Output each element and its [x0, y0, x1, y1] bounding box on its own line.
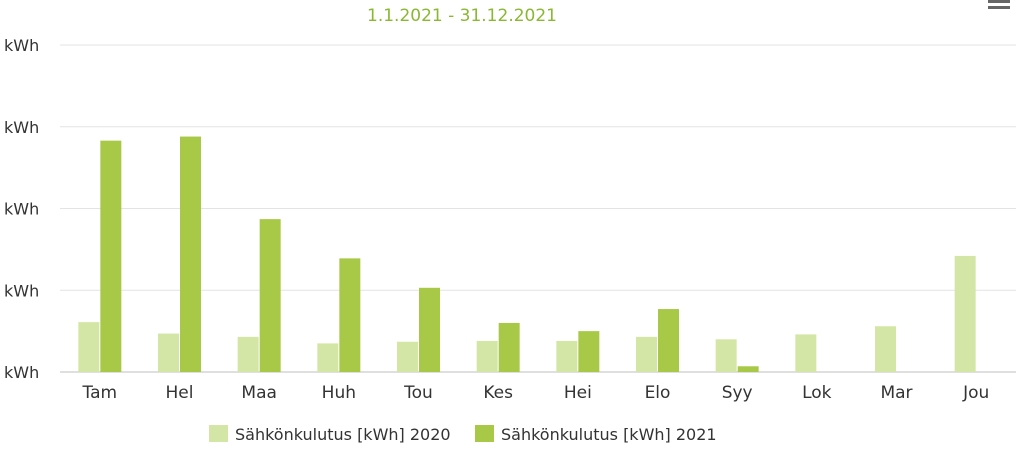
bars: [78, 136, 976, 372]
legend-swatch: [209, 425, 228, 442]
x-tick-label: Syy: [722, 383, 753, 403]
bar-tou-series-1[interactable]: [397, 341, 418, 372]
bar-syy-series-1[interactable]: [715, 339, 737, 372]
legend-item-series-1[interactable]: Sähkönkulutus [kWh] 2020: [209, 425, 451, 444]
x-tick-label: Lok: [802, 383, 832, 403]
legend-item-series-2[interactable]: Sähkönkulutus [kWh] 2021: [475, 425, 717, 444]
x-tick-label: Elo: [645, 383, 671, 403]
bar-huh-series-2[interactable]: [339, 258, 361, 372]
y-tick-label: kWh: [4, 36, 39, 55]
x-tick-label: Mar: [880, 383, 912, 403]
bar-tou-series-2[interactable]: [419, 287, 440, 372]
x-tick-label: Kes: [483, 383, 513, 403]
bar-elo-series-2[interactable]: [658, 309, 679, 372]
bar-kes-series-2[interactable]: [498, 322, 520, 372]
x-tick-label: Hel: [166, 383, 194, 403]
bar-hel-series-1[interactable]: [158, 333, 179, 372]
gridlines: [60, 44, 1016, 373]
x-tick-label: Tou: [403, 383, 433, 403]
x-tick-label: Jou: [962, 383, 989, 403]
y-tick-label: kWh: [4, 118, 39, 137]
bar-mar-series-1[interactable]: [875, 326, 896, 372]
x-axis-ticks: Tam Hel Maa Huh Tou Kes Hei Elo Syy Lok Mar Jou: [82, 383, 990, 403]
bar-maa-series-1[interactable]: [237, 336, 259, 372]
x-tick-label: Hei: [564, 383, 592, 403]
legend: Sähkönkulutus [kWh] 2020 Sähkönkulutus [k…: [209, 425, 717, 444]
y-tick-label: kWh: [4, 363, 39, 382]
bar-kes-series-1[interactable]: [476, 340, 498, 372]
bar-syy-series-2[interactable]: [737, 366, 759, 372]
bar-tam-series-2[interactable]: [100, 140, 122, 372]
bar-maa-series-2[interactable]: [259, 219, 281, 372]
bar-hei-series-1[interactable]: [556, 340, 578, 372]
legend-swatch: [475, 425, 494, 442]
legend-label: Sähkönkulutus [kWh] 2021: [501, 425, 717, 444]
bar-hei-series-2[interactable]: [578, 331, 600, 372]
hamburger-menu-icon[interactable]: [988, 0, 1010, 9]
bar-lok-series-1[interactable]: [795, 334, 817, 372]
y-axis-ticks: kWh kWh kWh kWh kWh: [4, 36, 39, 382]
y-tick-label: kWh: [4, 200, 39, 219]
bar-elo-series-1[interactable]: [636, 336, 657, 372]
chart-subtitle: 1.1.2021 - 31.12.2021: [367, 6, 557, 26]
x-tick-label: Tam: [82, 383, 118, 403]
legend-label: Sähkönkulutus [kWh] 2020: [235, 425, 451, 444]
bar-jou-series-1[interactable]: [954, 255, 976, 372]
bar-tam-series-1[interactable]: [78, 322, 100, 372]
bar-hel-series-2[interactable]: [180, 136, 201, 372]
x-tick-label: Maa: [241, 383, 277, 403]
bar-huh-series-1[interactable]: [317, 343, 339, 372]
y-tick-label: kWh: [4, 281, 39, 300]
x-tick-label: Huh: [322, 383, 356, 403]
